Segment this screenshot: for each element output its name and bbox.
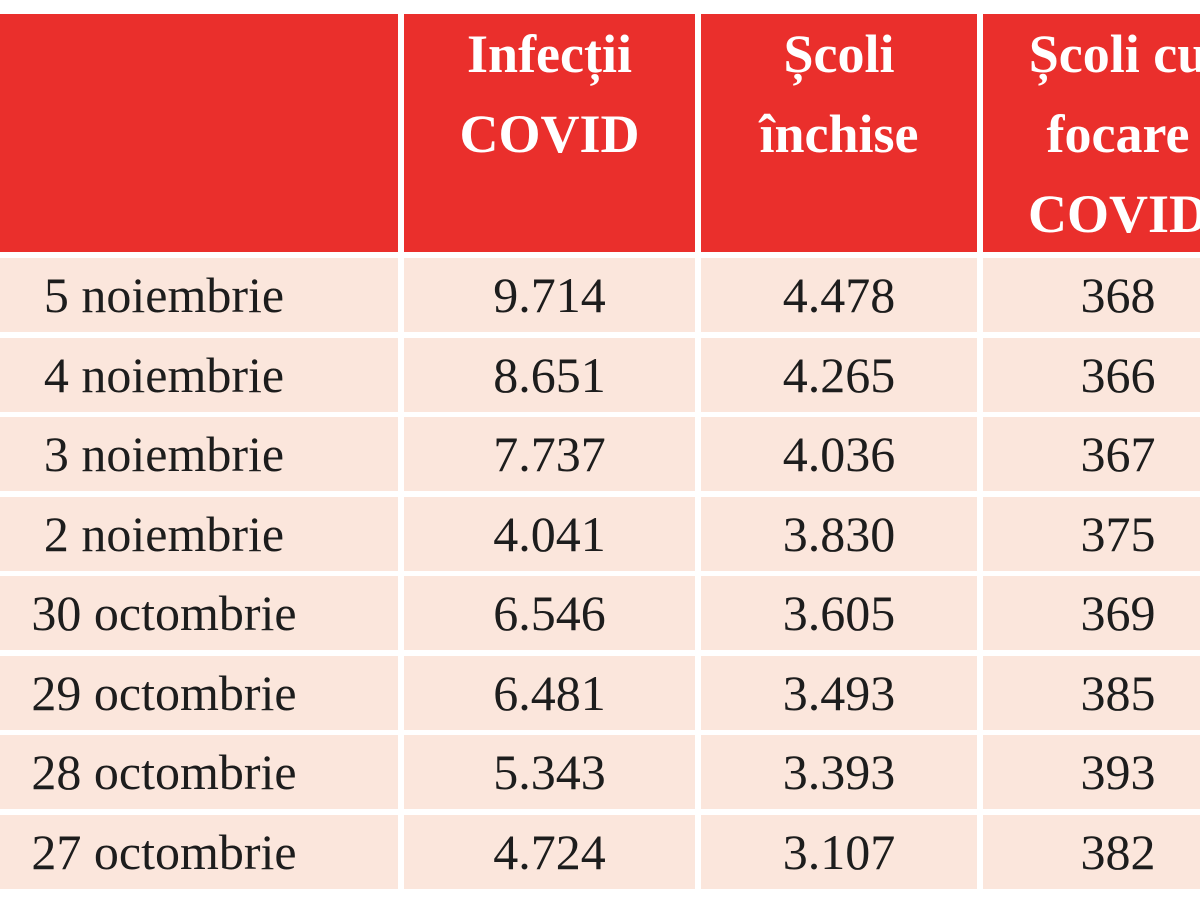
date-cell: 2 noiembrie	[0, 496, 398, 571]
value-cell: 9.714	[404, 258, 695, 332]
value-cell: 368	[983, 258, 1200, 332]
value-cell: 366	[983, 337, 1200, 412]
value-cell: 5.343	[404, 735, 695, 809]
value-cell: 375	[983, 496, 1200, 571]
header-text: închise	[759, 104, 919, 164]
value-cell: 4.478	[701, 258, 977, 332]
header-text: COVID	[459, 104, 640, 164]
header-text: Școli cu	[1028, 24, 1200, 84]
value-cell: 393	[983, 735, 1200, 809]
header-cell	[0, 14, 398, 252]
date-cell: 27 octombrie	[0, 814, 398, 889]
value-cell: 3.605	[701, 576, 977, 650]
header-text: Infecții	[467, 24, 632, 84]
value-cell: 3.107	[701, 814, 977, 889]
header-cell: Școli cu focare COVID	[983, 14, 1200, 252]
value-cell: 3.830	[701, 496, 977, 571]
value-cell: 3.393	[701, 735, 977, 809]
value-cell: 7.737	[404, 417, 695, 491]
value-cell: 3.493	[701, 655, 977, 730]
value-cell: 4.724	[404, 814, 695, 889]
date-cell: 3 noiembrie	[0, 417, 398, 491]
value-cell: 8.651	[404, 337, 695, 412]
date-cell: 5 noiembrie	[0, 258, 398, 332]
value-cell: 4.265	[701, 337, 977, 412]
value-cell: 4.041	[404, 496, 695, 571]
value-cell: 385	[983, 655, 1200, 730]
value-cell: 6.481	[404, 655, 695, 730]
date-cell: 29 octombrie	[0, 655, 398, 730]
header-text: COVID	[1027, 184, 1200, 244]
value-cell: 6.546	[404, 576, 695, 650]
header-cell: Infecții COVID	[404, 14, 695, 252]
value-cell: 367	[983, 417, 1200, 491]
date-cell: 4 noiembrie	[0, 337, 398, 412]
value-cell: 369	[983, 576, 1200, 650]
header-text: Școli	[783, 24, 895, 84]
date-cell: 28 octombrie	[0, 735, 398, 809]
value-cell: 4.036	[701, 417, 977, 491]
header-text: focare	[1046, 104, 1190, 164]
header-cell: Școli închise	[701, 14, 977, 252]
date-cell: 30 octombrie	[0, 576, 398, 650]
value-cell: 382	[983, 814, 1200, 889]
